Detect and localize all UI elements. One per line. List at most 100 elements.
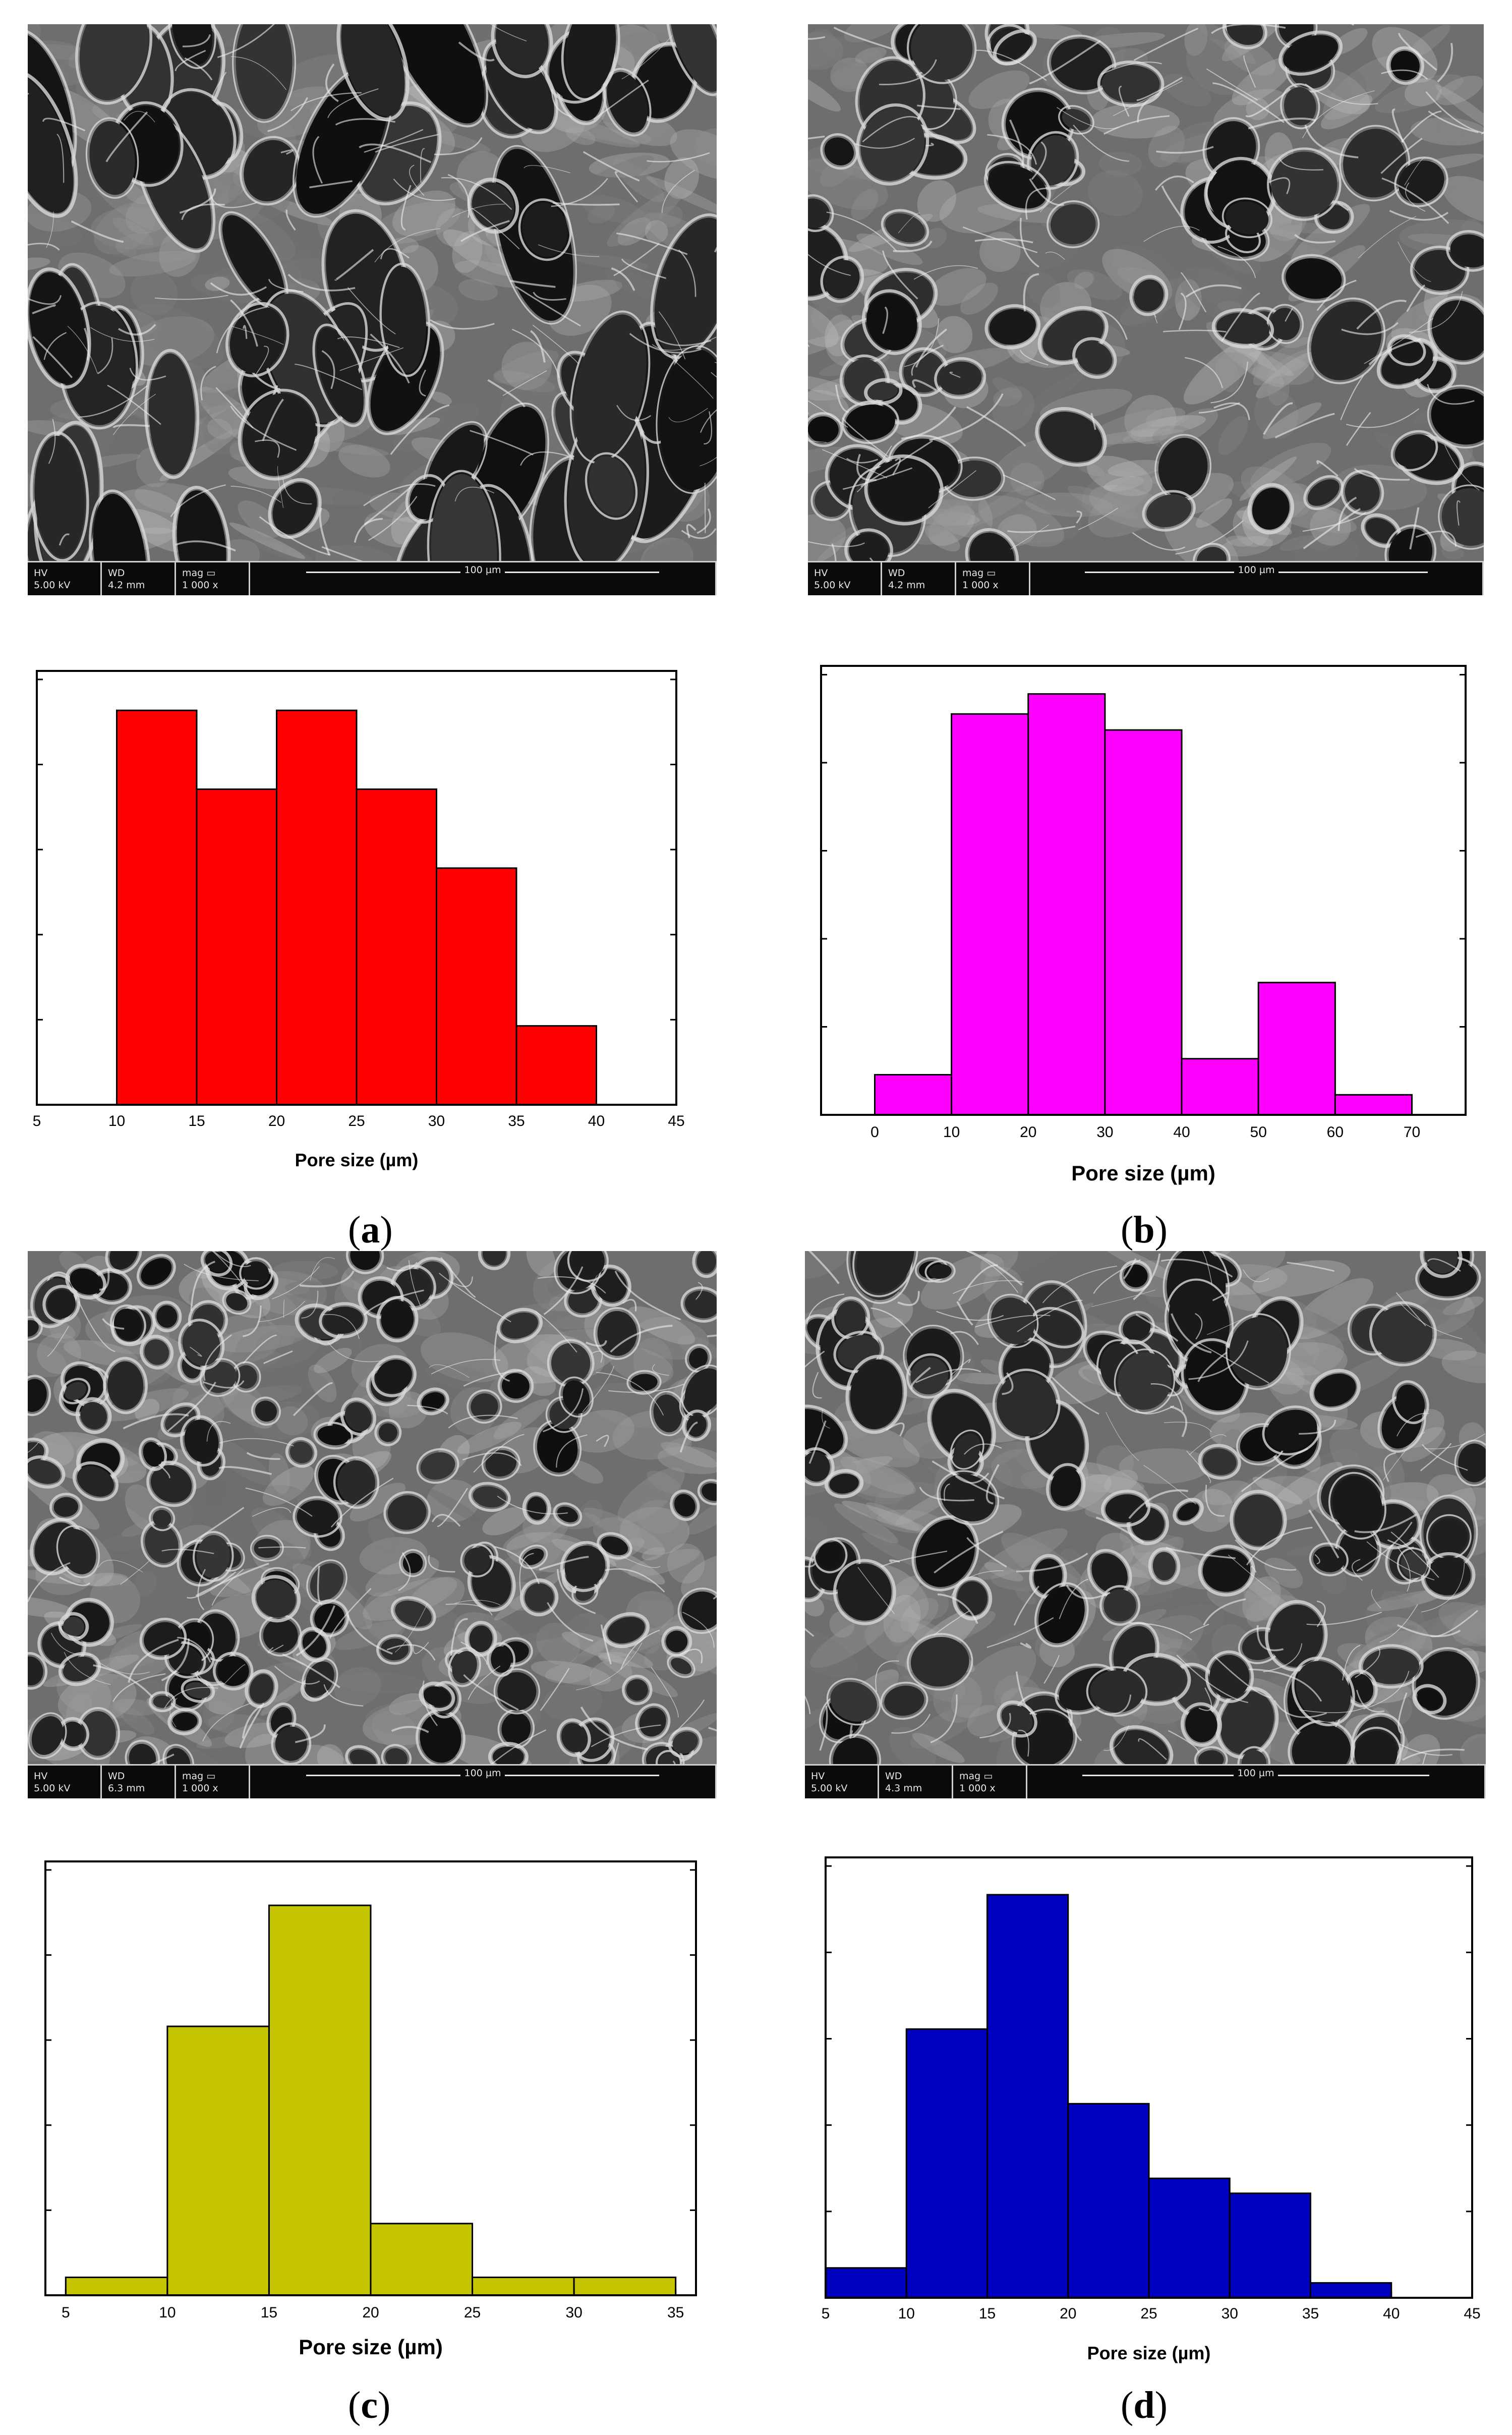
mag-label-row: mag ▭ — [182, 567, 216, 579]
histogram-bar — [986, 1894, 1069, 2299]
scale-bar: 100 µm — [250, 561, 717, 595]
histogram-bar — [1310, 2282, 1392, 2299]
mag-cell: mag ▭ 1 000 x — [176, 1764, 250, 1798]
mag-value: 1 000 x — [182, 579, 218, 591]
scale-bar: 100 µm — [250, 1764, 717, 1798]
histogram-bar — [951, 713, 1029, 1116]
histogram-bar — [356, 788, 437, 1106]
histogram-bar — [436, 867, 517, 1106]
histogram-b: 0 10 20 30 40 50 60 70 Pore size (µm) — [820, 665, 1467, 1185]
wd-label: WD — [888, 567, 905, 579]
sem-info-bar-d: HV 5.00 kV WD 4.3 mm mag ▭ 1 000 x 100 µ… — [805, 1764, 1486, 1798]
wd-label: WD — [885, 1770, 902, 1782]
x-tick-label: 35 — [667, 2304, 684, 2321]
sem-micrograph-c: HV 5.00 kV WD 6.3 mm mag ▭ 1 000 x 100 µ… — [28, 1251, 717, 1798]
mag-label-row: mag ▭ — [959, 1770, 993, 1782]
x-tick-label: 40 — [588, 1113, 605, 1129]
histogram-bar — [573, 2276, 677, 2296]
sem-info-bar-b: HV 5.00 kV WD 4.2 mm mag ▭ 1 000 x 100 µ… — [808, 561, 1484, 595]
wd-cell: WD 6.3 mm — [102, 1764, 176, 1798]
hv-value: 5.00 kV — [34, 579, 71, 591]
x-axis-label: Pore size (µm) — [295, 1150, 419, 1170]
hv-cell: HV 5.00 kV — [805, 1764, 879, 1798]
x-tick-label: 15 — [261, 2304, 277, 2321]
caption-letter-a: a — [361, 1209, 380, 1251]
mag-label: mag — [959, 1770, 981, 1782]
x-tick-label: 10 — [159, 2304, 176, 2321]
caption-a: (a) — [348, 1209, 393, 1251]
sem-info-bar-a: HV 5.00 kV WD 4.2 mm mag ▭ 1 000 x 100 µ… — [28, 561, 717, 595]
hv-label: HV — [34, 567, 48, 579]
histogram-bar — [166, 2025, 270, 2296]
x-tick-label: 5 — [33, 1113, 41, 1129]
mag-cell: mag ▭ 1 000 x — [953, 1764, 1027, 1798]
sem-texture-b — [808, 24, 1484, 561]
caption-letter-b: b — [1133, 1209, 1155, 1251]
scale-bar: 100 µm — [1027, 1764, 1486, 1798]
x-tick-label: 40 — [1383, 2305, 1400, 2322]
x-tick-label: 25 — [464, 2304, 481, 2321]
sem-texture-c — [28, 1251, 717, 1764]
wd-label: WD — [108, 567, 125, 579]
histogram-bar — [1104, 729, 1183, 1116]
caption-b: (b) — [1121, 1209, 1168, 1251]
histogram-bar — [515, 1025, 597, 1106]
x-tick-label: 30 — [565, 2304, 582, 2321]
x-tick-label: 50 — [1250, 1124, 1267, 1141]
histogram-bar — [472, 2276, 575, 2296]
histogram-d: 5 10 15 20 25 30 35 40 45 Pore size (µm) — [822, 1856, 1481, 2363]
wd-value: 4.2 mm — [888, 579, 925, 591]
histogram-a: 5 10 15 20 25 30 35 40 45 Pore size (µm) — [33, 670, 685, 1170]
mag-cell: mag ▭ 1 000 x — [176, 561, 250, 595]
histogram-bar — [116, 709, 198, 1106]
x-tick-label: 20 — [362, 2304, 379, 2321]
histogram-bar — [1148, 2177, 1231, 2299]
histogram-bar — [196, 788, 277, 1106]
hv-label: HV — [34, 1770, 48, 1782]
scale-label: 100 µm — [1233, 1768, 1278, 1779]
x-tick-label: 25 — [1140, 2305, 1157, 2322]
hv-label: HV — [811, 1770, 825, 1782]
hv-label: HV — [814, 567, 828, 579]
x-axis-label: Pore size (µm) — [1071, 1161, 1215, 1185]
x-axis-label: Pore size (µm) — [1087, 2343, 1211, 2363]
histogram-bar — [1229, 2192, 1311, 2299]
x-tick-label: 0 — [870, 1124, 879, 1141]
x-tick-label: 70 — [1404, 1124, 1420, 1141]
histogram-bar — [370, 2223, 474, 2296]
mag-value: 1 000 x — [962, 579, 999, 591]
wd-value: 6.3 mm — [108, 1782, 145, 1794]
histogram-c: 5 10 15 20 25 30 35 Pore size (µm) — [44, 1860, 697, 2359]
mag-label-row: mag ▭ — [962, 567, 996, 579]
caption-d: (d) — [1121, 2384, 1168, 2426]
mag-cell: mag ▭ 1 000 x — [956, 561, 1030, 595]
x-tick-label: 30 — [428, 1113, 445, 1129]
x-tick-label: 20 — [1060, 2305, 1076, 2322]
mag-value: 1 000 x — [959, 1782, 996, 1794]
mag-value: 1 000 x — [182, 1782, 218, 1794]
sem-info-bar-c: HV 5.00 kV WD 6.3 mm mag ▭ 1 000 x 100 µ… — [28, 1764, 717, 1798]
hv-value: 5.00 kV — [34, 1782, 71, 1794]
caption-c: (c) — [348, 2384, 391, 2426]
mag-label-row: mag ▭ — [182, 1770, 216, 1782]
scale-label: 100 µm — [1234, 564, 1279, 576]
x-tick-label: 10 — [898, 2305, 915, 2322]
x-tick-label: 30 — [1096, 1124, 1113, 1141]
hv-value: 5.00 kV — [811, 1782, 848, 1794]
x-tick-label: 25 — [348, 1113, 365, 1129]
wd-cell: WD 4.3 mm — [879, 1764, 953, 1798]
histogram-bar — [874, 1074, 953, 1116]
sem-micrograph-a: HV 5.00 kV WD 4.2 mm mag ▭ 1 000 x 100 µ… — [28, 24, 717, 595]
wd-value: 4.3 mm — [885, 1782, 922, 1794]
x-tick-label: 60 — [1327, 1124, 1344, 1141]
x-tick-label: 15 — [188, 1113, 205, 1129]
histogram-bar — [1067, 2103, 1150, 2299]
sem-texture-a — [28, 24, 717, 561]
scale-bar: 100 µm — [1030, 561, 1484, 595]
sem-micrograph-b: HV 5.00 kV WD 4.2 mm mag ▭ 1 000 x 100 µ… — [808, 24, 1484, 595]
x-axis-label: Pore size (µm) — [299, 2335, 443, 2359]
x-tick-label: 20 — [268, 1113, 285, 1129]
x-tick-label: 30 — [1222, 2305, 1238, 2322]
mag-label: mag — [182, 567, 204, 579]
